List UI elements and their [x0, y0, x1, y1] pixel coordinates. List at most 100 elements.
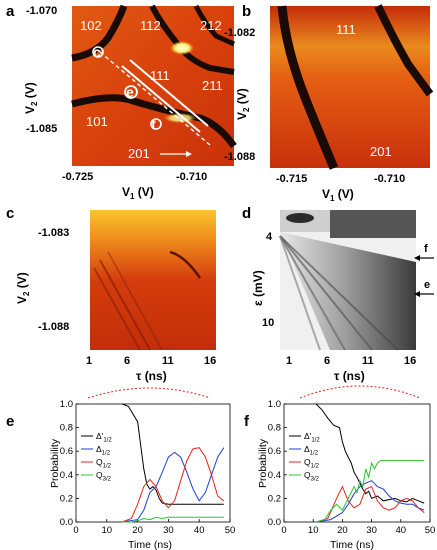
panel-c-ytick: -1.088 — [38, 321, 69, 333]
panel-b: b 111 201 -1.082 -1.088 -0.715 -0.710 V1… — [224, 3, 434, 203]
panel-d-letter: d — [242, 205, 251, 222]
e-legend-label: Q1/2 — [96, 457, 112, 470]
panel-a-region-label: 112 — [140, 18, 161, 33]
e-xtick-label: 10 — [102, 525, 113, 536]
svg-text:c: c — [93, 44, 101, 60]
panel-d-fringe — [279, 235, 399, 351]
panel-d-arrow-label-f: f — [424, 243, 428, 255]
panel-a-region-label: 102 — [80, 18, 102, 33]
f-xtick-label: 30 — [366, 525, 377, 536]
panel-a-marker-c: c — [92, 44, 104, 60]
panel-a-transition-line — [71, 94, 237, 149]
panel-f-ticks: 0 10 20 30 40 50 0.0 0.2 0.4 0.6 0.8 1.0 — [268, 399, 436, 536]
panel-a-ylabel: V2 (V) — [23, 82, 39, 114]
panel-f-ylabel: Probability — [257, 438, 269, 488]
panel-d: d 4 10 1 6 11 16 τ (ns) ε (mV) f e — [242, 205, 434, 383]
panel-c-xtick: 11 — [162, 355, 174, 367]
f-legend-label: Δ1/2 — [304, 444, 319, 457]
panel-d-fringe — [279, 235, 373, 351]
panel-a-transition-line — [71, 4, 128, 62]
panel-f-pulse-envelope — [299, 385, 421, 399]
panel-d-blob — [286, 213, 314, 223]
e-xtick-label: 50 — [225, 525, 236, 536]
e-xtick-label: 30 — [163, 525, 174, 536]
panel-f-series — [315, 403, 425, 523]
f-xtick-label: 0 — [281, 525, 286, 536]
panel-b-transition-line — [374, 4, 434, 97]
e-ytick-label: 1.0 — [60, 399, 73, 410]
e-ytick-label: 0.2 — [60, 493, 73, 504]
panel-c-letter: c — [6, 205, 14, 222]
panel-f-plot-frame — [283, 403, 431, 523]
panel-d-ylabel: ε (mV) — [251, 270, 265, 306]
f-ytick-label: 0.8 — [268, 423, 281, 434]
panel-e-pulse-envelope — [87, 387, 211, 399]
panel-a: a c e f 102 112 212 111 211 101 2 — [6, 3, 237, 201]
f-ytick-label: 0.6 — [268, 446, 281, 457]
panel-d-xtick: 16 — [404, 355, 416, 367]
panel-e: e 0 10 20 30 40 50 0.0 0.2 0.4 0.6 0.8 1.0 Δ'1/2Δ1/… — [6, 399, 235, 550]
panel-b-ytick: -1.082 — [224, 27, 255, 39]
e-series-line-2 — [122, 447, 225, 523]
panel-e-ylabel: Probability — [49, 438, 61, 488]
panel-d-xlabel: τ (ns) — [334, 369, 365, 383]
e-series-line-1 — [122, 447, 225, 523]
panel-c-ylabel: V2 (V) — [15, 272, 31, 304]
panel-d-ytick: 10 — [262, 317, 274, 329]
panel-a-hotspot — [164, 113, 196, 123]
panel-c-xtick: 16 — [204, 355, 216, 367]
panel-a-region-label: 212 — [200, 18, 222, 33]
f-xtick-label: 50 — [425, 525, 436, 536]
panel-a-detuning-solid-line — [121, 65, 201, 133]
panel-a-marker-e: e — [124, 84, 138, 100]
f-xtick-label: 10 — [308, 525, 319, 536]
panel-a-xtick: -0.710 — [176, 171, 207, 183]
panel-e-xlabel: Time (ns) — [128, 539, 172, 550]
e-ytick-label: 0.8 — [60, 423, 73, 434]
panel-b-transition-line — [277, 5, 339, 170]
e-ytick-label: 0.6 — [60, 446, 73, 457]
panel-a-region-label: 211 — [202, 78, 223, 93]
panel-d-noise-region — [330, 210, 416, 238]
panel-a-transition-line — [193, 4, 236, 47]
panel-b-region-label: 201 — [370, 144, 392, 159]
e-ytick-label: 0.0 — [60, 517, 73, 528]
panel-c-fringe — [169, 250, 202, 279]
panel-c-xlabel: τ (ns) — [136, 369, 167, 383]
panel-a-arrow-head — [186, 151, 192, 157]
panel-a-detuning-dashed-line — [99, 51, 211, 146]
e-legend-label: Δ'1/2 — [96, 431, 112, 444]
panel-c-fringe — [93, 267, 141, 351]
panel-a-xtick: -0.725 — [62, 171, 93, 183]
e-legend-label: Q3/2 — [96, 470, 112, 483]
f-xtick-label: 20 — [337, 525, 348, 536]
panel-c-map — [90, 210, 216, 350]
panel-e-ticks: 0 10 20 30 40 50 0.0 0.2 0.4 0.6 0.8 1.0 — [60, 399, 236, 536]
panel-e-series — [122, 403, 225, 523]
panel-c-xtick: 1 — [86, 355, 92, 367]
panel-f-xlabel: Time (ns) — [330, 539, 374, 550]
panel-d-arrow-f-head — [414, 255, 420, 261]
panel-a-ytick: -1.070 — [26, 5, 57, 17]
panel-d-fringe — [279, 235, 346, 351]
panel-c-ytick: -1.083 — [38, 227, 69, 239]
panel-b-xlabel: V1 (V) — [322, 187, 354, 203]
e-xtick-label: 20 — [132, 525, 143, 536]
panel-a-hotspot — [170, 41, 194, 55]
panel-d-ytick: 4 — [266, 231, 273, 243]
panel-c-xtick: 6 — [124, 355, 130, 367]
f-legend-label: Δ'1/2 — [304, 431, 320, 444]
panel-c: c -1.083 -1.088 1 6 11 16 τ (ns) V2 (V) — [6, 205, 216, 383]
panel-c-fringe — [107, 251, 163, 351]
panel-d-arrow-e-head — [414, 291, 420, 297]
panel-a-region-label: 101 — [86, 114, 108, 129]
panel-d-fringe — [279, 235, 321, 351]
panel-e-letter: e — [6, 413, 14, 430]
panel-b-xtick: -0.710 — [374, 173, 405, 185]
panel-d-shade — [280, 232, 416, 350]
f-ytick-label: 0.4 — [268, 470, 281, 481]
f-xtick-label: 40 — [396, 525, 407, 536]
panel-b-letter: b — [242, 3, 251, 20]
svg-text:f: f — [151, 116, 156, 132]
panel-a-map — [72, 6, 234, 166]
